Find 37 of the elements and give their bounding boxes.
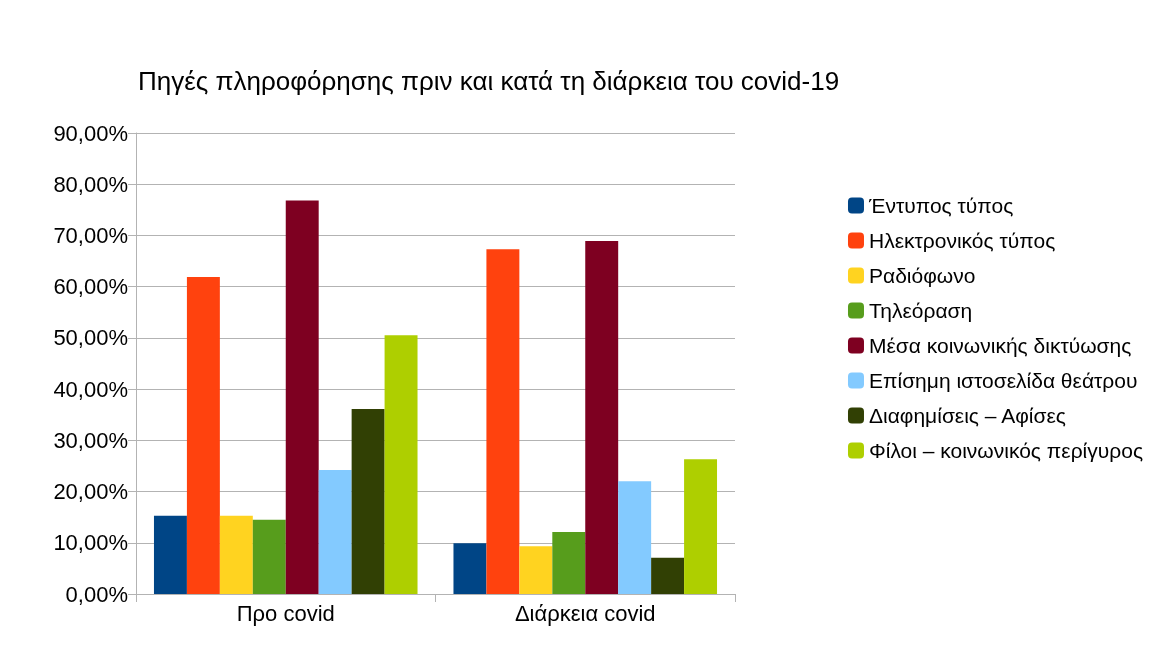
- legend-label: Ηλεκτρονικός τύπος: [868, 229, 1056, 252]
- x-tick-label: Προ covid: [236, 600, 335, 626]
- bar: [585, 241, 619, 594]
- y-tick-label: 40,00%: [53, 376, 128, 402]
- bar: [351, 409, 385, 594]
- y-tick-label: 90,00%: [53, 120, 128, 146]
- legend-label: Επίσημη ιστοσελίδα θεάτρου: [868, 369, 1138, 392]
- bar: [186, 276, 220, 594]
- bar: [252, 519, 286, 594]
- legend-label: Μέσα κοινωνικής δικτύωσης: [868, 334, 1132, 357]
- bar: [384, 335, 418, 594]
- x-tick-label: Διάρκεια covid: [514, 600, 656, 626]
- bar: [519, 546, 553, 594]
- bar: [453, 543, 487, 594]
- legend-label: Τηλεόραση: [868, 299, 973, 322]
- legend-label: Φίλοι – κοινωνικός περίγυρος: [868, 439, 1143, 462]
- bar: [552, 532, 586, 594]
- chart-title: Πηγές πληροφόρησης πριν και κατά τη διάρκεια του covid-19: [138, 66, 840, 96]
- bar: [651, 557, 685, 594]
- legend-label: Ραδιόφωνο: [868, 264, 976, 287]
- y-tick-label: 60,00%: [53, 274, 128, 300]
- legend-label: Διαφημίσεις – Αφίσες: [868, 404, 1066, 427]
- y-tick-label: 20,00%: [53, 479, 128, 505]
- y-tick-label: 70,00%: [53, 222, 128, 248]
- bar: [153, 515, 187, 594]
- bar: [318, 470, 352, 594]
- legend-label: Έντυπος τύπος: [867, 194, 1014, 217]
- y-tick-label: 80,00%: [53, 171, 128, 197]
- bar: [684, 459, 718, 594]
- y-tick-label: 10,00%: [53, 530, 128, 556]
- bar: [285, 200, 319, 594]
- bar: [618, 481, 652, 594]
- y-tick-label: 30,00%: [53, 427, 128, 453]
- y-tick-label: 0,00%: [65, 581, 128, 607]
- y-tick-label: 50,00%: [53, 325, 128, 351]
- bar: [219, 515, 253, 594]
- bar: [486, 249, 520, 594]
